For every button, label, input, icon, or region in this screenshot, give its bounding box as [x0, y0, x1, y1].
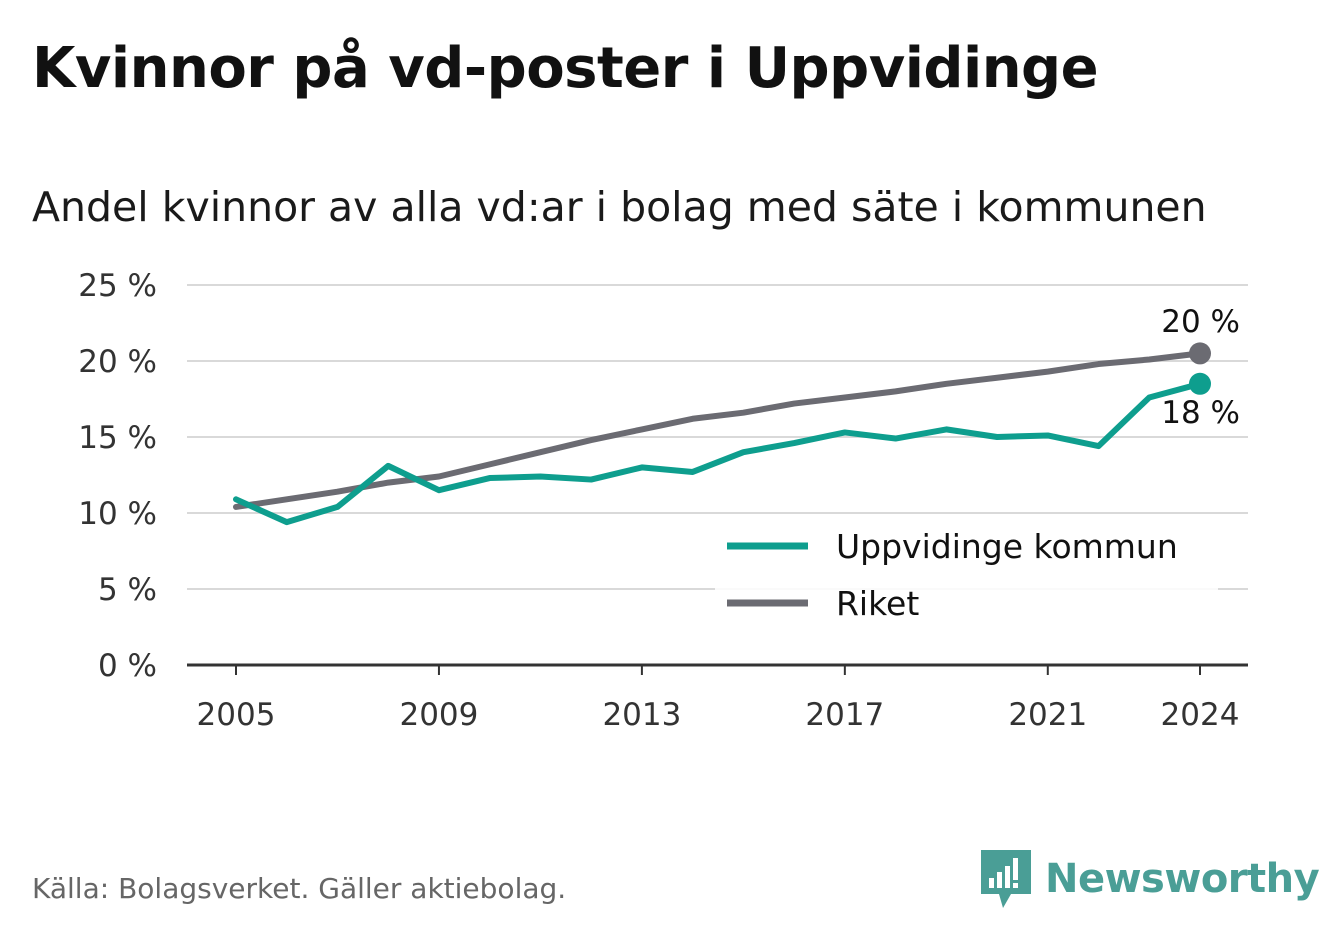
x-tick-label: 2013 — [602, 697, 681, 733]
y-tick-label: 5 % — [98, 572, 157, 608]
x-tick-label: 2024 — [1161, 697, 1240, 733]
end-point-uppvidinge — [1189, 372, 1211, 395]
x-tick-label: 2021 — [1008, 697, 1087, 733]
brand-name: Newsworthy — [1045, 856, 1320, 902]
y-tick-label: 15 % — [78, 420, 157, 456]
legend-label-uppvidinge: Uppvidinge kommun — [836, 527, 1178, 566]
end-label-uppvidinge: 18 % — [1161, 395, 1240, 431]
chart-title: Kvinnor på vd-poster i Uppvidinge — [32, 36, 1099, 101]
y-axis: 0 % 5 % 10 % 15 % 20 % 25 % — [78, 268, 157, 684]
y-tick-label: 0 % — [98, 648, 157, 684]
y-tick-label: 25 % — [78, 268, 157, 304]
source-note: Källa: Bolagsverket. Gäller aktiebolag. — [32, 872, 567, 905]
x-tick-label: 2017 — [805, 697, 884, 733]
chart-subtitle: Andel kvinnor av alla vd:ar i bolag med … — [32, 183, 1207, 231]
legend-label-riket: Riket — [836, 584, 919, 623]
y-tick-label: 20 % — [78, 344, 157, 380]
x-tick-label: 2005 — [197, 697, 276, 733]
x-axis: 2005 2009 2013 2017 2021 2024 — [187, 663, 1248, 733]
brand-logo: Newsworthy — [981, 850, 1320, 908]
legend-background — [715, 515, 1218, 630]
end-point-riket — [1189, 342, 1211, 365]
data-series — [233, 342, 1211, 526]
y-tick-label: 10 % — [78, 496, 157, 532]
end-label-riket: 20 % — [1161, 304, 1240, 340]
newsworthy-logo-icon — [981, 850, 1031, 908]
x-tick-label: 2009 — [399, 697, 478, 733]
end-labels: 20 % 18 % — [1161, 304, 1240, 431]
legend: Uppvidinge kommun Riket — [715, 515, 1218, 630]
series-line-uppvidinge — [233, 380, 1203, 526]
series-line-riket — [233, 350, 1203, 510]
